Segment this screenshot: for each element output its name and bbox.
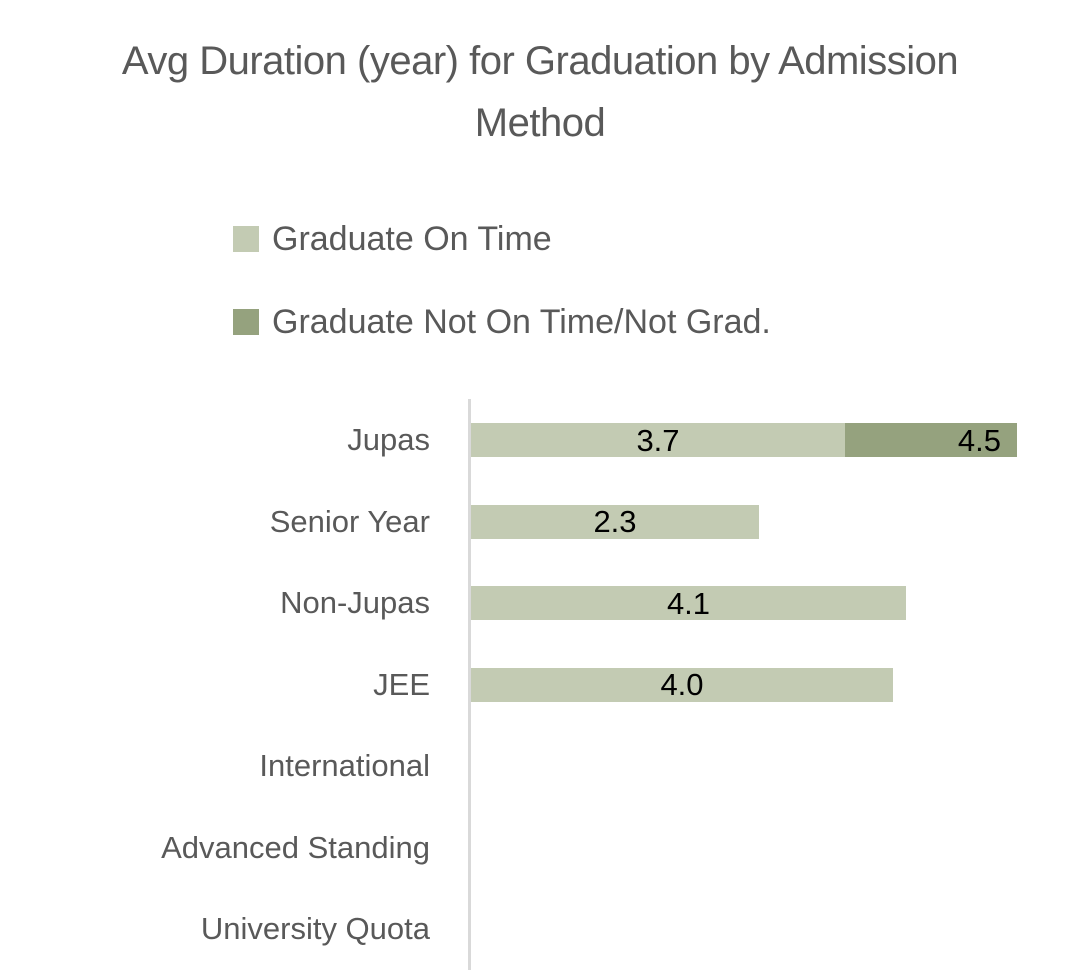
- category-label-university-quota: University Quota: [200, 911, 430, 946]
- value-label-jupas-graduate-on-time: 3.7: [636, 422, 680, 458]
- legend-label-on-time: Graduate On Time: [272, 219, 552, 258]
- y-axis-line: [468, 399, 471, 970]
- category-label-jee: JEE: [373, 666, 430, 702]
- value-label-non-jupas-graduate-on-time: 4.1: [666, 585, 711, 621]
- category-label-non-jupas: Non-Jupas: [280, 585, 430, 620]
- category-label-jupas: Jupas: [347, 422, 430, 457]
- value-label-jupas-graduate-not-on-time-not-grad: 4.5: [957, 422, 1001, 458]
- bar-jupas-graduate-on-time: 3.7: [471, 423, 845, 457]
- value-label-jee-graduate-on-time: 4.0: [660, 667, 704, 702]
- legend-swatch-on-time-icon: [233, 226, 259, 252]
- bar-non-jupas-graduate-on-time: 4.1: [471, 586, 906, 620]
- category-label-advanced-standing: Advanced Standing: [161, 829, 430, 865]
- legend-item-graduate-on-time: Graduate On Time: [233, 219, 771, 258]
- bar-jupas-graduate-not-on-time-not-grad: 4.5: [845, 423, 1017, 457]
- chart-title: Avg Duration (year) for Graduation by Ad…: [121, 39, 959, 145]
- category-label-international: International: [259, 748, 430, 783]
- bar-jee-graduate-on-time: 4.0: [471, 667, 893, 702]
- legend-item-graduate-not-on-time: Graduate Not On Time/Not Grad.: [233, 302, 771, 341]
- legend-label-not-on-time: Graduate Not On Time/Not Grad.: [272, 302, 771, 341]
- value-label-senior-year-graduate-on-time: 2.3: [593, 504, 637, 539]
- legend: Graduate On Time Graduate Not On Time/No…: [233, 219, 771, 388]
- category-label-senior-year: Senior Year: [269, 503, 430, 539]
- legend-swatch-not-on-time-icon: [233, 309, 259, 335]
- bar-senior-year-graduate-on-time: 2.3: [471, 504, 759, 539]
